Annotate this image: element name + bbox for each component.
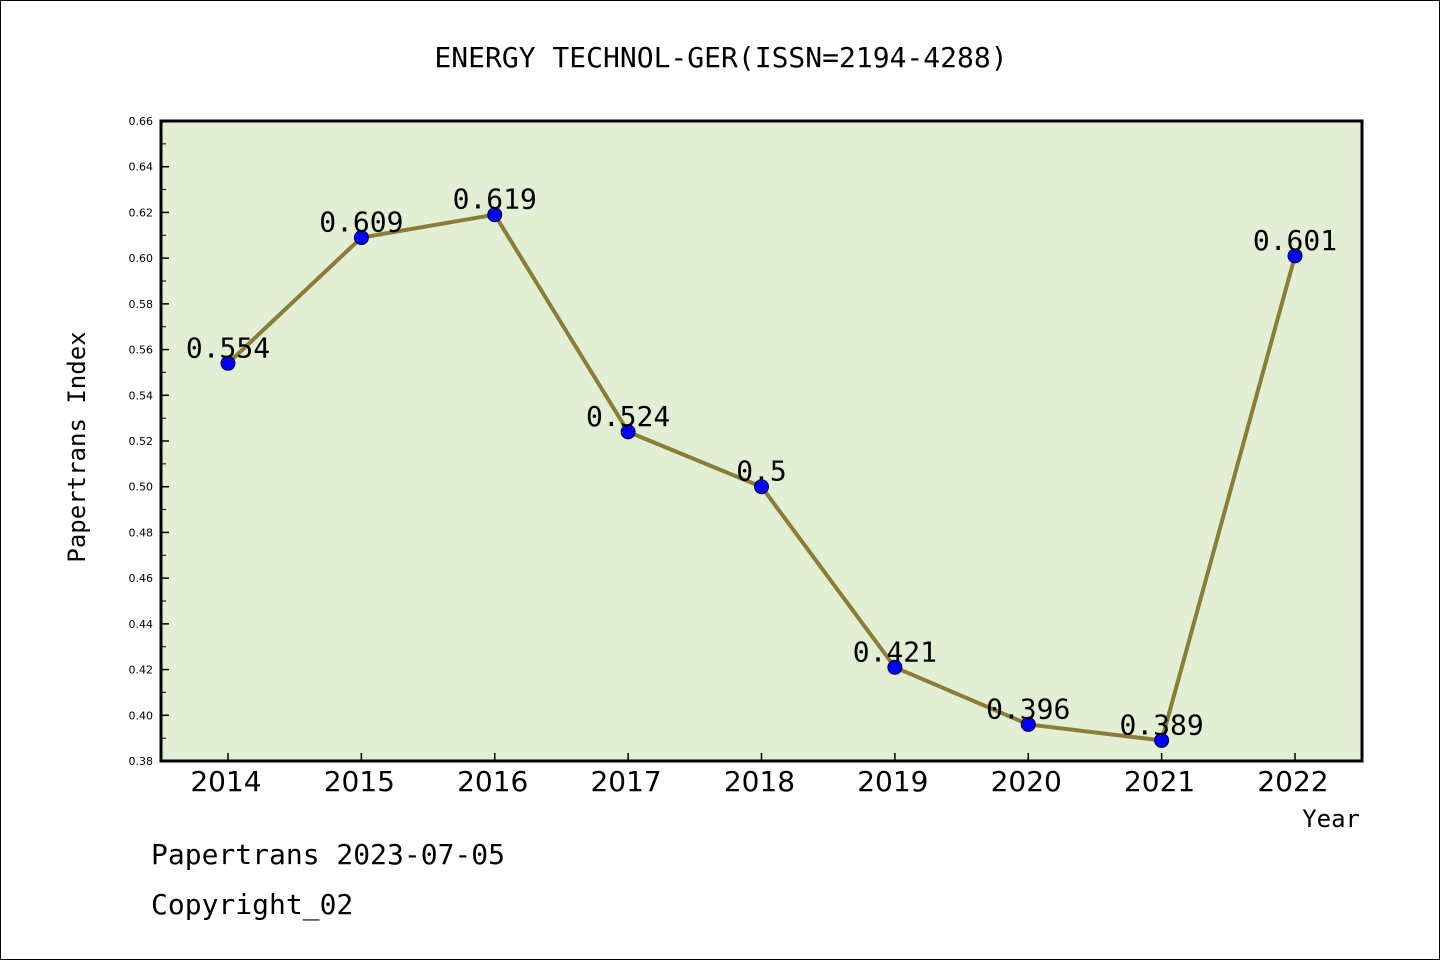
- y-tick-label: 0.54: [129, 389, 154, 402]
- data-point: [487, 207, 503, 223]
- y-tick-label: 0.44: [129, 618, 154, 631]
- plot-border: [159, 119, 1364, 763]
- data-markers: [220, 207, 1303, 748]
- x-axis-ticks: 2014 2015 2016 2017 2018 2019 2020 2021 2022: [190, 753, 1329, 798]
- data-point: [353, 230, 369, 246]
- chart-title: ENERGY TECHNOL-GER(ISSN=2194-4288): [434, 41, 1007, 74]
- footer-date: Papertrans 2023-07-05: [151, 838, 505, 871]
- data-point: [220, 355, 236, 371]
- data-label: 0.619: [453, 183, 537, 216]
- y-tick-label: 0.46: [129, 572, 154, 585]
- data-label: 0.601: [1253, 224, 1337, 257]
- x-tick-label: 2018: [724, 765, 795, 798]
- data-label: 0.396: [986, 692, 1070, 725]
- y-tick-label: 0.62: [129, 206, 154, 219]
- data-labels: 0.554 0.609 0.619 0.524 0.5 0.421 0.396 0.389 0.…: [186, 183, 1337, 742]
- data-point: [1287, 248, 1303, 264]
- y-tick-label: 0.42: [129, 664, 154, 677]
- plot-area: [161, 121, 1362, 761]
- y-tick-label: 0.40: [129, 709, 154, 722]
- x-axis-label: Year: [1302, 805, 1360, 833]
- y-axis-label: Papertrans Index: [63, 331, 91, 562]
- data-label: 0.609: [319, 206, 403, 239]
- x-tick-label: 2019: [857, 765, 928, 798]
- x-tick-label: 2016: [457, 765, 528, 798]
- data-point: [1154, 732, 1170, 748]
- y-tick-label: 0.58: [129, 298, 154, 311]
- data-label: 0.389: [1119, 708, 1203, 741]
- x-tick-label: 2021: [1124, 765, 1195, 798]
- y-tick-label: 0.50: [129, 481, 154, 494]
- data-label: 0.524: [586, 400, 670, 433]
- y-tick-label: 0.56: [129, 344, 154, 357]
- x-tick-label: 2014: [190, 765, 261, 798]
- data-point: [1020, 716, 1036, 732]
- y-tick-label: 0.52: [129, 435, 154, 448]
- data-point: [620, 424, 636, 440]
- y-tick-label: 0.38: [129, 755, 154, 768]
- data-label: 0.554: [186, 331, 270, 364]
- y-tick-label: 0.66: [129, 115, 154, 128]
- footer-copyright: Copyright_02: [151, 888, 353, 922]
- x-tick-label: 2022: [1257, 765, 1328, 798]
- y-tick-label: 0.64: [129, 161, 154, 174]
- x-tick-label: 2017: [590, 765, 661, 798]
- x-tick-label: 2015: [324, 765, 395, 798]
- data-point: [754, 479, 769, 495]
- data-label: 0.421: [853, 635, 937, 668]
- y-tick-label: 0.60: [129, 252, 154, 265]
- x-tick-label: 2020: [991, 765, 1062, 798]
- data-label: 0.5: [736, 455, 787, 488]
- data-point: [887, 659, 903, 675]
- y-axis-ticks: 0.38 0.40 0.42 0.44 0.46 0.48 0.50 0.52 0.54 0.56…: [129, 115, 169, 768]
- y-tick-label: 0.48: [129, 526, 154, 539]
